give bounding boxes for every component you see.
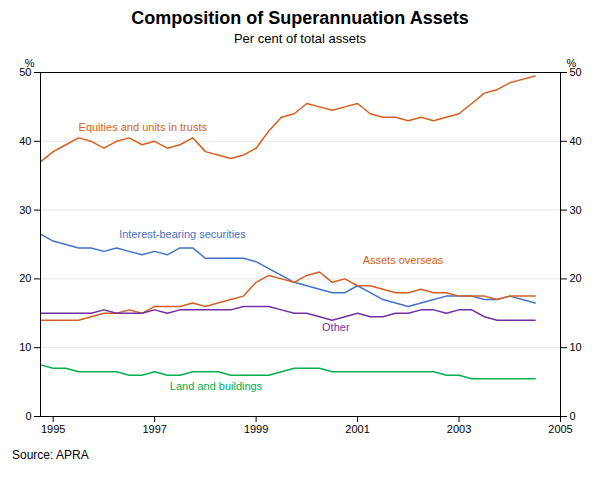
svg-text:1995: 1995 (41, 423, 65, 435)
svg-text:Other: Other (322, 321, 350, 333)
svg-text:%: % (25, 57, 35, 69)
svg-text:30: 30 (570, 204, 582, 216)
svg-text:30: 30 (19, 204, 31, 216)
svg-text:Assets overseas: Assets overseas (363, 254, 444, 266)
svg-text:Equities and units in trusts: Equities and units in trusts (79, 121, 208, 133)
svg-text:2001: 2001 (345, 423, 369, 435)
svg-text:50: 50 (569, 66, 582, 78)
svg-text:50: 50 (19, 66, 32, 78)
svg-text:20: 20 (570, 272, 582, 284)
svg-text:20: 20 (19, 272, 31, 284)
svg-text:Land and buildings: Land and buildings (170, 380, 263, 392)
svg-text:1999: 1999 (244, 423, 268, 435)
svg-text:1997: 1997 (142, 423, 166, 435)
svg-text:%: % (567, 57, 577, 69)
svg-text:0: 0 (25, 410, 31, 422)
svg-text:2005: 2005 (548, 423, 572, 435)
html-text:Per cent of total assets: Per cent of total assets (233, 31, 367, 46)
svg-text:40: 40 (19, 135, 31, 147)
html-text:Composition of Superannuation: Composition of Superannuation Assets (131, 8, 469, 28)
svg-text:10: 10 (570, 341, 582, 353)
svg-text:2003: 2003 (447, 423, 471, 435)
html-text:Source: APRA: Source: APRA (12, 448, 89, 462)
svg-text:0: 0 (570, 410, 576, 422)
svg-text:40: 40 (570, 135, 582, 147)
svg-text:Interest-bearing securities: Interest-bearing securities (119, 228, 246, 240)
svg-text:10: 10 (19, 341, 31, 353)
